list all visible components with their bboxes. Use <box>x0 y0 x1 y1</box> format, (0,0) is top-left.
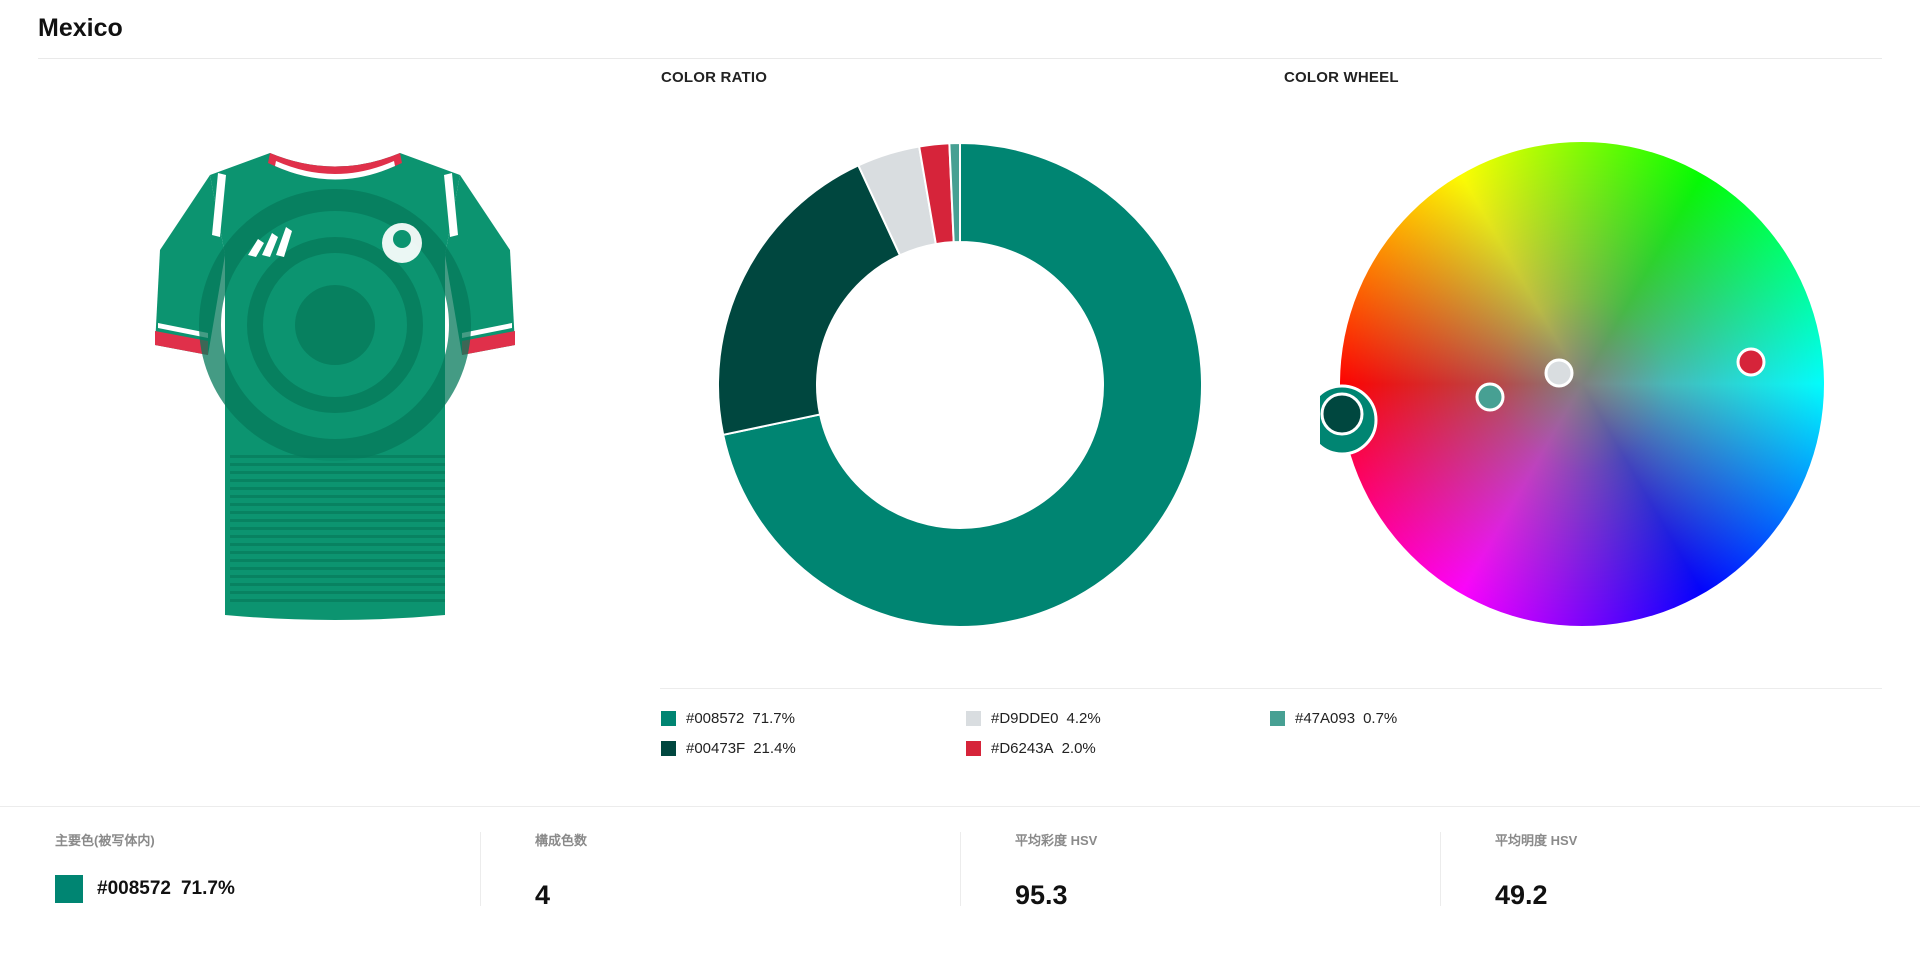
saturation-label: 平均彩度 HSV <box>1015 833 1098 848</box>
legend-swatch <box>966 711 981 726</box>
stat-saturation: 平均彩度 HSV 95.3 <box>1015 830 1415 910</box>
main-color-label: 主要色(被写体内) <box>55 833 155 848</box>
legend-item: #D6243A 2.0% <box>966 740 1096 757</box>
legend-swatch <box>1270 711 1285 726</box>
color-legend: #008572 71.7% #00473F 21.4% #D9DDE0 4.2%… <box>661 710 1421 780</box>
legend-hex: #008572 <box>686 710 745 727</box>
donut-slice-47a093[interactable] <box>948 141 961 244</box>
main-color-hex: #008572 <box>97 878 171 899</box>
color-count-value: 4 <box>535 880 551 910</box>
saturation-value: 95.3 <box>1015 880 1068 910</box>
main-color-pct: 71.7% <box>180 878 235 899</box>
stat-separator <box>960 832 961 906</box>
header: Mexico <box>38 0 1882 59</box>
stat-separator <box>480 832 481 906</box>
product-image <box>140 135 540 635</box>
wheel-markers <box>1320 347 1766 456</box>
legend-item: #00473F 21.4% <box>661 740 796 757</box>
stat-color-count: 構成色数 4 <box>535 830 935 910</box>
stat-brightness: 平均明度 HSV 49.2 <box>1495 830 1895 910</box>
brightness-label: 平均明度 HSV <box>1495 833 1578 848</box>
donut-svg <box>717 141 1203 628</box>
stats-divider <box>0 806 1920 807</box>
legend-hex: #47A093 <box>1295 710 1356 727</box>
main-color-swatch <box>55 875 83 903</box>
legend-pct: 71.7% <box>752 710 795 727</box>
wheel-marker-47a093[interactable] <box>1475 382 1505 412</box>
stat-separator <box>1440 832 1441 906</box>
legend-hex: #D6243A <box>991 740 1054 757</box>
legend-item: #47A093 0.7% <box>1270 710 1397 727</box>
legend-pct: 21.4% <box>753 740 796 757</box>
legend-pct: 4.2% <box>1066 710 1101 727</box>
legend-pct: 2.0% <box>1061 740 1096 757</box>
color-count-label: 構成色数 <box>535 833 588 848</box>
saturation-fade <box>1340 142 1824 626</box>
donut-slice-008572[interactable] <box>721 141 1203 628</box>
legend-swatch <box>661 711 676 726</box>
legend-swatch <box>661 741 676 756</box>
brightness-value: 49.2 <box>1495 880 1548 910</box>
legend-item: #D9DDE0 4.2% <box>966 710 1101 727</box>
legend-pct: 0.7% <box>1363 710 1398 727</box>
color-ratio-label: COLOR RATIO <box>661 69 768 86</box>
main-color-value: #008572 71.7% <box>55 875 235 903</box>
legend-hex: #D9DDE0 <box>991 710 1059 727</box>
color-wheel-label: COLOR WHEEL <box>1284 69 1399 86</box>
legend-swatch <box>966 741 981 756</box>
stat-main-color: 主要色(被写体内) #008572 71.7% <box>55 830 455 905</box>
donut-slice-00473f[interactable] <box>717 164 902 437</box>
wheel-marker-d6243a[interactable] <box>1736 347 1766 377</box>
legend-hex: #00473F <box>686 740 746 757</box>
color-ratio-chart <box>700 125 1220 645</box>
legend-item: #008572 71.7% <box>661 710 795 727</box>
wheel-marker-dominant-core[interactable] <box>1320 392 1364 436</box>
legend-divider <box>660 688 1882 689</box>
page-title: Mexico <box>38 14 123 42</box>
color-wheel <box>1320 125 1840 645</box>
jersey-image <box>155 153 515 620</box>
wheel-marker-d9dde0[interactable] <box>1544 358 1574 388</box>
